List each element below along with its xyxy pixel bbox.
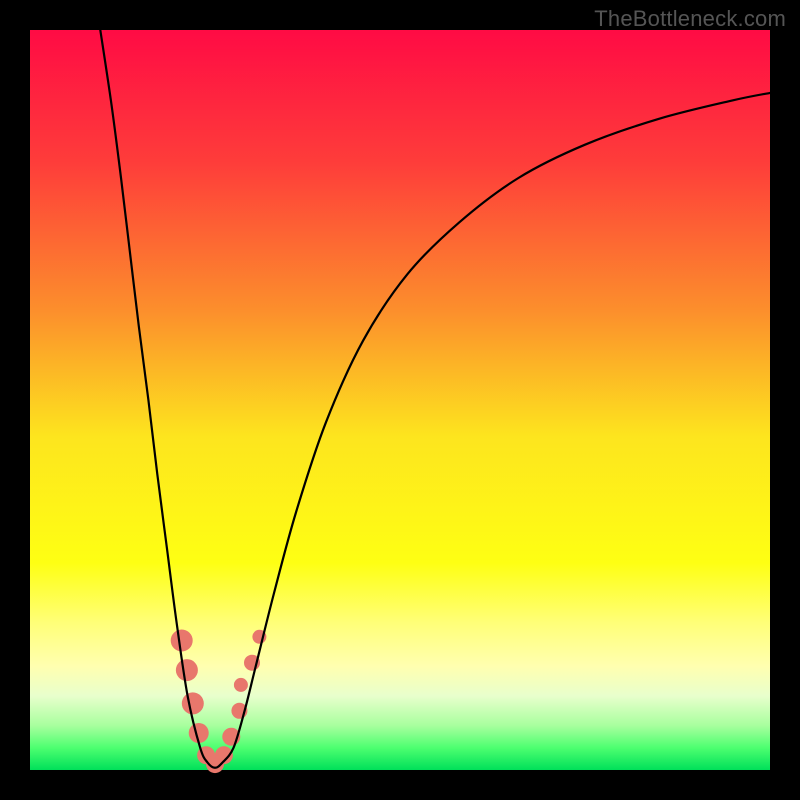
watermark-text: TheBottleneck.com bbox=[594, 6, 786, 32]
bottleneck-chart bbox=[0, 0, 800, 800]
marker-dot bbox=[171, 630, 193, 652]
plot-background bbox=[30, 30, 770, 770]
marker-dot bbox=[234, 678, 248, 692]
chart-container: TheBottleneck.com bbox=[0, 0, 800, 800]
marker-dot bbox=[182, 692, 204, 714]
marker-dot bbox=[176, 659, 198, 681]
